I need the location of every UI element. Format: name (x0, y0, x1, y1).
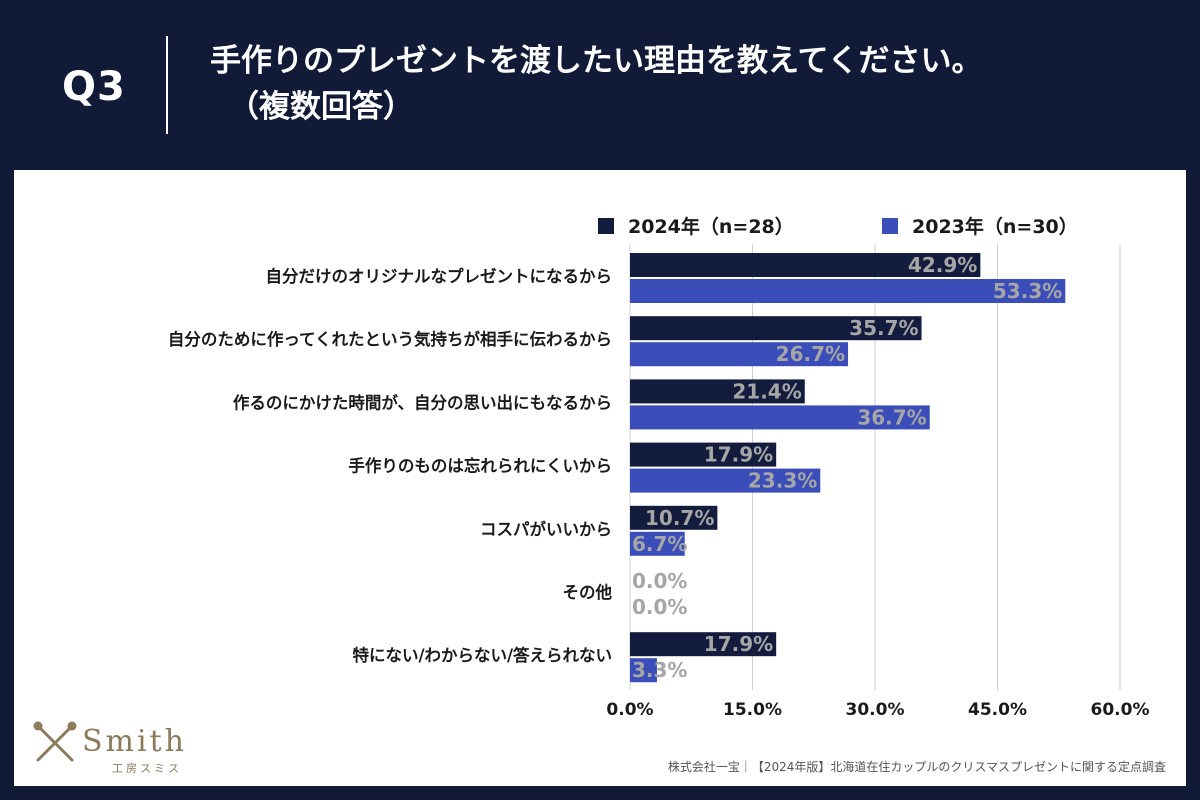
data-label: 3.3% (632, 658, 687, 682)
data-label: 23.3% (748, 469, 817, 493)
header-divider (166, 36, 168, 134)
data-label: 10.7% (645, 506, 714, 530)
logo-text: Smith (82, 724, 187, 759)
category-label: 特にない/わからない/答えられない (352, 645, 612, 665)
data-label: 0.0% (632, 569, 687, 593)
category-label: その他 (563, 582, 613, 602)
x-tick-label: 0.0% (606, 700, 653, 720)
logo-subtitle: 工房スミス (112, 762, 182, 775)
crossed-tools-icon (33, 721, 77, 762)
bar-2024 (630, 379, 805, 404)
category-label: 自分だけのオリジナルなプレゼントになるから (266, 266, 613, 286)
data-label: 35.7% (849, 316, 918, 340)
bar-2023 (630, 658, 657, 683)
title-line-1: 手作りのプレゼントを渡したい理由を教えてください。 (210, 43, 983, 79)
bar-2024 (630, 505, 718, 530)
bar-2024 (630, 253, 981, 277)
category-label: 手作りのものは忘れられにくいから (348, 456, 612, 476)
bar-2023 (630, 531, 685, 556)
data-label: 0.0% (632, 595, 687, 619)
question-number: Q3 (62, 64, 126, 110)
data-label: 6.7% (632, 532, 687, 556)
chart-panel: 0.0% 15.0% 30.0% 45.0% 60.0% 2024年（n=28） 2023年… (14, 170, 1186, 786)
data-label: 36.7% (857, 405, 926, 429)
data-label: 17.9% (704, 443, 773, 467)
bar-2024 (630, 316, 922, 341)
legend-label: 2023年（n=30） (912, 215, 1078, 238)
legend-swatch (882, 218, 898, 234)
legend-label: 2024年（n=28） (628, 215, 794, 238)
data-label: 21.4% (732, 379, 801, 403)
data-label: 26.7% (776, 342, 845, 366)
x-tick-label: 60.0% (1091, 700, 1150, 720)
category-label: 自分のために作ってくれたという気持ちが相手に伝わるから (168, 329, 612, 349)
x-tick-label: 30.0% (846, 700, 905, 720)
bar-2023 (630, 342, 849, 367)
bar-2024 (630, 442, 777, 467)
x-tick-label: 15.0% (723, 700, 782, 720)
page-title: 手作りのプレゼントを渡したい理由を教えてください。 （複数回答） (210, 38, 983, 130)
data-label: 42.9% (908, 253, 977, 277)
x-tick-label: 45.0% (968, 700, 1027, 720)
bar-chart: 0.0% 15.0% 30.0% 45.0% 60.0% 2024年（n=28） 2023年… (168, 215, 1150, 720)
category-label: コスパがいいから (480, 519, 612, 539)
category-label: 作るのにかけた時間が、自分の思い出にもなるから (233, 392, 612, 412)
bar-2023 (630, 405, 930, 430)
smith-logo: Smith 工房スミス (30, 712, 220, 776)
legend-swatch (598, 218, 614, 234)
bar-2023 (630, 468, 821, 493)
bar-2023 (630, 279, 1066, 303)
title-line-2: （複数回答） (228, 89, 414, 125)
source-note: 株式会社一宝｜【2024年版】北海道在住カップルのクリスマスプレゼントに関する定… (667, 760, 1166, 774)
data-label: 17.9% (704, 632, 773, 656)
data-label: 53.3% (993, 279, 1062, 303)
bar-2024 (630, 632, 777, 657)
